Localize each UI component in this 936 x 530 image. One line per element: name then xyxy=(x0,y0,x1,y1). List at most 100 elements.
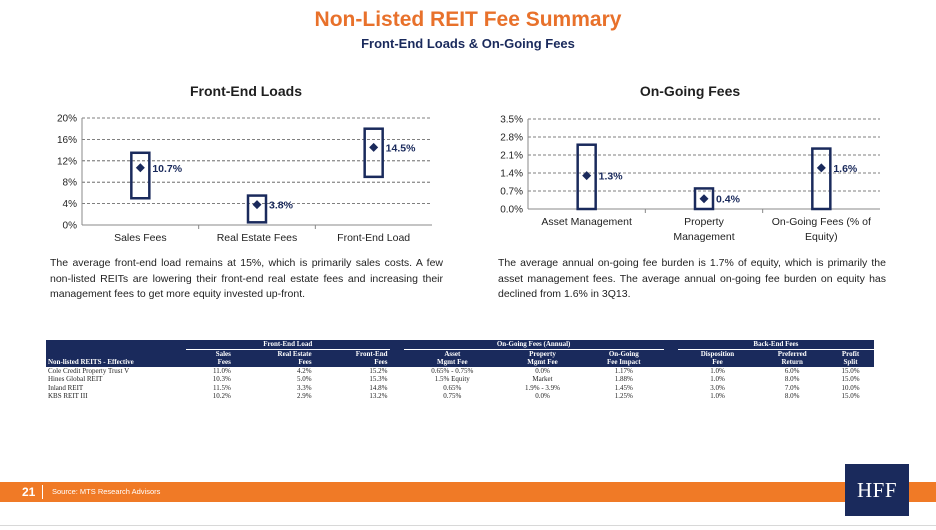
y-tick-label: 2.1% xyxy=(500,151,523,162)
fee-summary-table: Front-End Load On-Going Fees (Annual) Ba… xyxy=(46,340,874,401)
x-tick-label-line: Sales Fees xyxy=(114,232,167,244)
table-gap-cell xyxy=(390,367,404,376)
column-header: Fee Impact xyxy=(583,358,664,367)
table-header-gap xyxy=(663,349,678,358)
column-header: Asset xyxy=(403,349,502,358)
hff-logo: HFF xyxy=(845,464,909,516)
table-cell: 0.65% - 0.75% xyxy=(431,366,474,375)
range-box xyxy=(130,151,151,200)
data-label: 14.5% xyxy=(386,142,416,154)
on-going-fees-chart: On-Going Fees 3.5% 2.8% 2.1% 1.4% 0.7% 0.0% Ass… xyxy=(500,83,880,243)
footer-bar xyxy=(0,482,936,502)
page-title: Non-Listed REIT Fee Summary xyxy=(314,8,622,31)
column-header: Preferred xyxy=(757,349,828,358)
column-header: Front-End xyxy=(313,349,390,358)
table-cell: 1.88% xyxy=(614,375,633,383)
table-cell: 1.25% xyxy=(614,392,633,400)
table-cell: 15.0% xyxy=(841,366,860,375)
x-tick-label: Real Estate Fees xyxy=(217,232,298,244)
x-tick-label-line: Property xyxy=(684,216,724,228)
column-header: Fees xyxy=(186,358,233,367)
reit-name-cell: KBS REIT III xyxy=(48,392,88,400)
table-cell: 15.0% xyxy=(841,375,860,383)
column-header: On-Going xyxy=(583,349,664,358)
y-tick-label: 1.4% xyxy=(500,169,523,180)
group-header-back-end-fees: Back-End Fees xyxy=(677,340,874,350)
chart-title: On-Going Fees xyxy=(640,83,741,99)
table-header-blank xyxy=(46,340,186,349)
data-label: 1.3% xyxy=(599,171,624,183)
table-header-row-2: Non-listed REITS - Effective Fees Fees F… xyxy=(46,358,874,367)
table-cell: 1.0% xyxy=(710,366,725,375)
column-header: Property xyxy=(501,349,584,358)
table-cell: 8.0% xyxy=(784,375,800,383)
table-cell: 13.2% xyxy=(369,392,388,400)
table-cell: 4.2% xyxy=(296,366,312,375)
x-tick-label: Front-End Load xyxy=(337,232,410,244)
table-cell: 5.0% xyxy=(296,375,312,383)
table-header-gap xyxy=(663,358,678,367)
table-header-gap xyxy=(663,340,678,349)
table-row: Inland REIT 11.5% 3.3% 14.8% 0.65% 1.9% - 3.9… xyxy=(46,384,874,393)
bottom-rule xyxy=(0,525,936,526)
y-tick-label: 16% xyxy=(57,135,77,146)
reit-name-cell: Inland REIT xyxy=(48,383,84,392)
source-note: Source: MTS Research Advisors xyxy=(52,487,161,496)
table-row: KBS REIT III 10.2% 2.9% 13.2% 0.75% 0.0% 1.25%… xyxy=(46,392,874,401)
table-body: Cole Credit Property Trust V 11.0% 4.2% 15.… xyxy=(46,367,874,401)
y-tick-label: 4% xyxy=(63,199,78,210)
table-header-gap xyxy=(389,358,404,367)
data-label: 0.4% xyxy=(716,194,741,206)
table-cell: 1.5% Equity xyxy=(434,375,470,383)
table-cell: 0.0% xyxy=(535,392,550,400)
table-cell: 11.0% xyxy=(213,366,231,375)
table-gap-cell xyxy=(664,384,678,393)
table-cell: 10.3% xyxy=(212,375,231,383)
column-header-reit-name: Non-listed REITS - Effective xyxy=(46,358,186,367)
table-cell: 1.45% xyxy=(614,383,633,392)
column-header: Profit xyxy=(827,349,874,358)
table-cell: 3.0% xyxy=(710,383,725,392)
table-cell: 15.2% xyxy=(369,366,388,375)
column-header: Fee xyxy=(677,358,758,367)
table-cell: 10.0% xyxy=(841,383,860,392)
table-cell: 0.75% xyxy=(443,392,462,400)
range-box xyxy=(246,194,268,224)
table-cell: 14.8% xyxy=(369,383,388,392)
column-header: Fees xyxy=(313,358,390,367)
y-tick-label: 8% xyxy=(63,178,78,189)
on-going-fees-commentary: The average annual on-going fee burden i… xyxy=(498,257,886,300)
table-row: Cole Credit Property Trust V 11.0% 4.2% 15.… xyxy=(46,367,874,376)
table-cell: 1.0% xyxy=(710,375,725,383)
table-cell: 0.0% xyxy=(535,366,550,375)
column-header: Disposition xyxy=(677,349,758,358)
table-cell: 2.9% xyxy=(296,392,312,400)
column-header: Mgmt Fee xyxy=(403,358,502,367)
table-cell: 1.0% xyxy=(710,392,725,400)
column-header: Fees xyxy=(232,358,314,367)
y-tick-label: 0.7% xyxy=(500,187,523,198)
table-gap-cell xyxy=(390,375,404,384)
data-point-marker xyxy=(369,142,379,152)
range-box xyxy=(363,127,384,179)
table-group-header-row: Front-End Load On-Going Fees (Annual) Ba… xyxy=(46,340,874,350)
y-tick-label: 0.0% xyxy=(500,205,523,216)
page-subtitle: Front-End Loads & On-Going Fees xyxy=(361,36,575,51)
footer-separator xyxy=(42,485,43,499)
x-tick-label: Asset Management xyxy=(541,216,632,228)
data-point-marker xyxy=(582,171,592,181)
table-cell: 15.3% xyxy=(369,375,388,383)
data-point-marker xyxy=(816,163,826,173)
y-tick-label: 12% xyxy=(57,156,77,167)
column-header: Mgmt Fee xyxy=(501,358,584,367)
column-header: Return xyxy=(757,358,828,367)
data-point-marker xyxy=(699,194,709,204)
page-number: 21 xyxy=(22,485,36,499)
x-tick-label-line: Management xyxy=(673,231,734,243)
y-tick-label: 20% xyxy=(57,114,77,125)
table-cell: 11.5% xyxy=(213,383,231,392)
table-cell: 0.65% xyxy=(443,383,462,392)
reit-name-cell: Hines Global REIT xyxy=(48,375,103,383)
data-point-marker xyxy=(135,163,145,173)
data-label: 10.7% xyxy=(152,163,182,175)
